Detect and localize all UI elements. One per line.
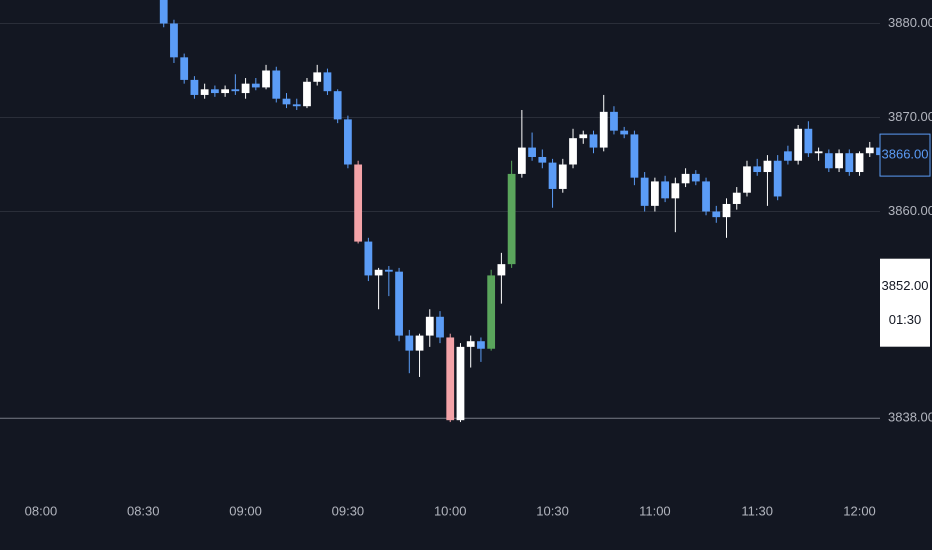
candle-body <box>262 70 270 88</box>
candles <box>159 0 880 423</box>
candle-body <box>374 269 383 276</box>
candle-body <box>487 275 496 349</box>
x-tick-label: 11:30 <box>741 503 773 518</box>
candle-body <box>548 162 557 189</box>
candle-body <box>835 153 843 169</box>
candle-body <box>712 211 721 218</box>
candle-body <box>876 147 880 156</box>
candle-body <box>395 271 403 336</box>
candle-body <box>763 160 772 173</box>
candle-body <box>159 0 168 24</box>
candle-body <box>722 203 731 218</box>
candle-body <box>384 269 393 272</box>
candle-body <box>251 83 260 88</box>
candle-body <box>221 89 230 94</box>
candle-body <box>865 147 874 154</box>
candle-body <box>170 23 178 58</box>
candle-body <box>640 177 649 206</box>
candle-body <box>282 98 291 105</box>
candle-body <box>210 89 219 94</box>
candle-body <box>599 111 608 148</box>
candle-body <box>313 72 322 82</box>
candle-body <box>507 173 516 265</box>
candle-body <box>425 316 434 336</box>
candle-body <box>702 181 710 212</box>
candle-body <box>579 134 588 139</box>
y-tick-label: 3860.00 <box>888 203 932 218</box>
candle-body <box>650 181 659 206</box>
crosshair-price: 3852.00 <box>882 278 929 293</box>
x-tick-label: 12:00 <box>843 503 876 518</box>
x-tick-label: 09:30 <box>332 503 365 518</box>
last-price-box <box>879 133 931 177</box>
candle-body <box>241 83 250 94</box>
candle-body <box>446 337 455 421</box>
candle-body <box>661 181 670 199</box>
candle-body <box>180 57 189 80</box>
candle-body <box>814 151 823 154</box>
candle-body <box>354 164 363 242</box>
candle-body <box>610 111 618 131</box>
candle-body <box>558 164 567 189</box>
candle-body <box>589 134 598 148</box>
candle-body <box>784 151 792 161</box>
candle-body <box>732 192 741 204</box>
candle-body <box>620 130 629 135</box>
candle-body <box>272 70 281 99</box>
candle-body <box>794 128 803 161</box>
x-tick-label: 08:30 <box>127 503 160 518</box>
candle-body <box>364 241 373 276</box>
y-tick-label: 3880.00 <box>888 15 932 30</box>
candle-body <box>405 335 414 351</box>
candle-body <box>845 153 854 173</box>
last-price-label: 3866.00 <box>882 147 929 162</box>
grid <box>0 23 880 419</box>
x-tick-label: 10:30 <box>536 503 569 518</box>
candle-body <box>528 147 536 157</box>
overlay: 3880.00 3870.00 3860.00 08:00 08:30 09:00 09:3… <box>25 15 932 519</box>
candle-body <box>303 81 311 107</box>
candle-body <box>231 89 240 92</box>
candle-body <box>569 138 577 165</box>
price-label: 3838.00 <box>888 410 932 425</box>
candle-body <box>517 147 526 174</box>
crosshair-box <box>880 258 930 347</box>
candle-body <box>773 160 782 197</box>
candle-body <box>753 166 762 173</box>
crosshair-countdown: 01:30 <box>889 312 922 327</box>
candle-body <box>855 153 864 173</box>
candle-body <box>292 104 301 107</box>
x-tick-label: 08:00 <box>25 503 58 518</box>
candle-body <box>538 156 547 163</box>
x-tick-label: 10:00 <box>434 503 467 518</box>
candle-body <box>323 72 332 92</box>
candle-body <box>824 153 833 169</box>
candle-body <box>804 128 813 154</box>
candle-body <box>190 79 199 95</box>
x-tick-label: 11:00 <box>639 503 671 518</box>
candle-body <box>333 91 342 120</box>
x-tick-label: 09:00 <box>229 503 262 518</box>
candle-body <box>466 341 475 347</box>
candle-body <box>671 183 680 199</box>
y-tick-label: 3870.00 <box>888 109 932 124</box>
candle-body <box>477 341 485 349</box>
candle-body <box>681 173 690 184</box>
candle-body <box>630 134 639 178</box>
candle-body <box>497 264 506 276</box>
candle-body <box>436 316 444 338</box>
candle-body <box>415 335 424 351</box>
candle-body <box>344 119 352 165</box>
candle-body <box>691 173 700 182</box>
candle-body <box>456 346 465 421</box>
candle-body <box>743 166 751 193</box>
candle-body <box>200 89 209 95</box>
